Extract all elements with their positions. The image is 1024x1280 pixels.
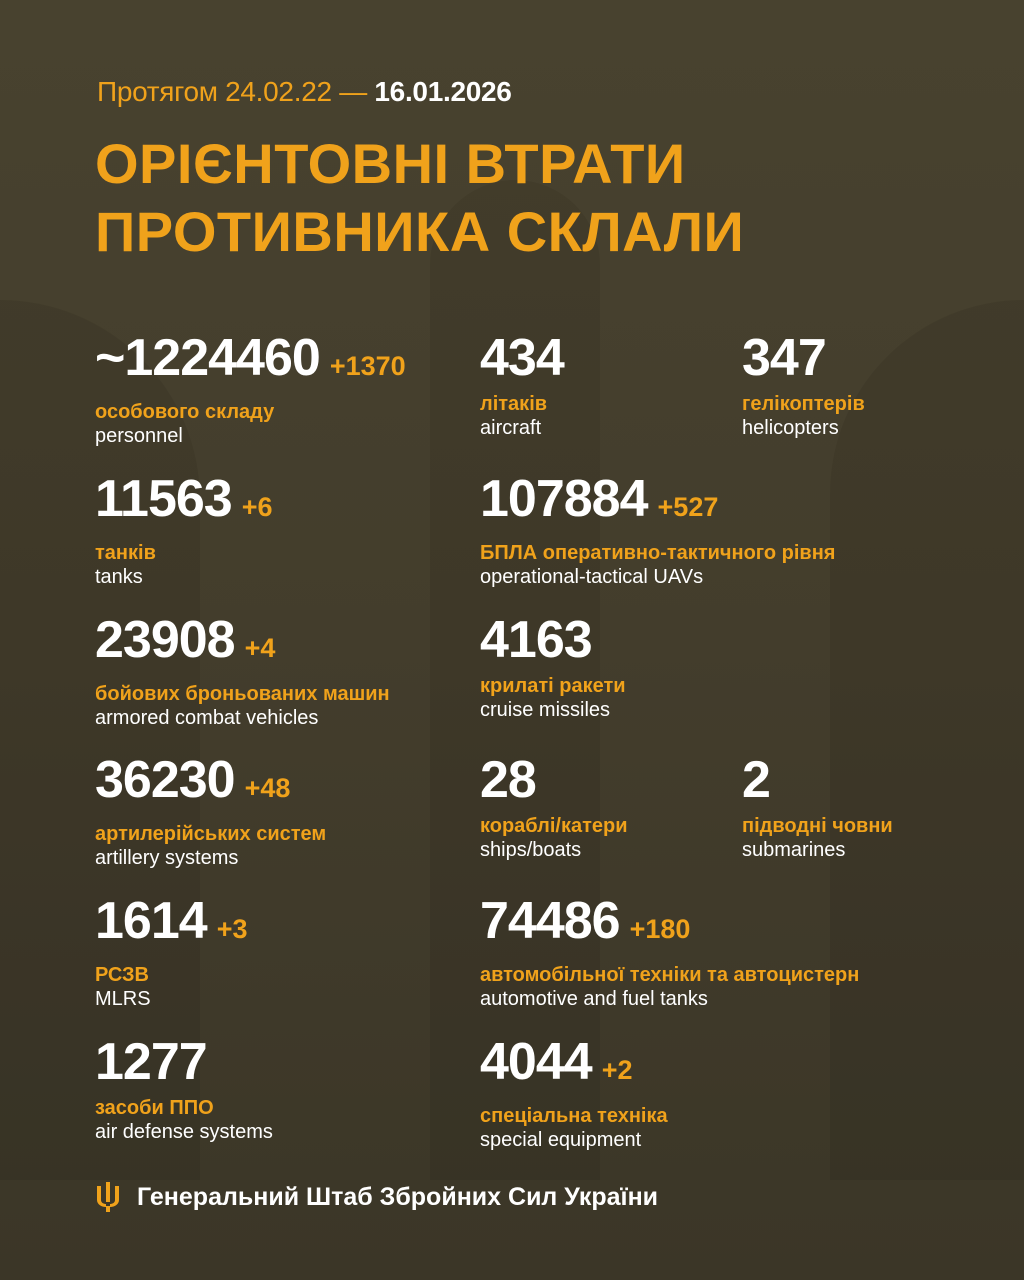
footer: Генеральний Штаб Збройних Сил України xyxy=(95,1182,658,1212)
stat-number: ~1224460 xyxy=(95,329,321,387)
stat-delta: +180 xyxy=(629,914,691,944)
stat-special-equipment: 4044 +2 спеціальна техніка special equipm… xyxy=(480,1034,668,1152)
stat-label-en: personnel xyxy=(95,425,183,447)
stat-value: 4163 xyxy=(480,612,626,668)
background-trident-shape xyxy=(0,300,200,1180)
stat-label-en: aircraft xyxy=(480,417,542,439)
stat-label-ua: засоби ППО xyxy=(95,1097,214,1119)
stat-delta: +527 xyxy=(657,492,719,522)
stat-label-ua: автомобільної техніки та автоцистерн xyxy=(480,964,860,986)
stat-artillery-systems: 36230 +48 артилерійських систем artillery… xyxy=(95,752,326,870)
stat-label-ua: бойових броньованих машин xyxy=(95,683,390,705)
period-start: Протягом 24.02.22 — xyxy=(97,76,367,107)
stat-number: 434 xyxy=(480,329,565,387)
page-title: ОРІЄНТОВНІ ВТРАТИ ПРОТИВНИКА СКЛАЛИ xyxy=(95,130,744,266)
stat-number: 4044 xyxy=(480,1033,593,1091)
stat-number: 4163 xyxy=(480,611,593,669)
stat-number: 107884 xyxy=(480,470,649,528)
background-trident-shape xyxy=(430,180,600,1180)
stat-number: 74486 xyxy=(480,892,621,950)
stat-value: 23908 +4 xyxy=(95,612,390,676)
stat-air-defense-systems: 1277 засоби ППО air defense systems xyxy=(95,1034,273,1144)
stat-label-ua: РСЗВ xyxy=(95,964,149,986)
stat-value: 2 xyxy=(742,752,893,808)
stat-delta: +1370 xyxy=(329,351,406,381)
stat-value: 1614 +3 xyxy=(95,893,247,957)
stat-number: 36230 xyxy=(95,751,236,809)
stat-delta: +2 xyxy=(601,1055,633,1085)
stat-delta: +3 xyxy=(216,914,248,944)
stat-label-en: air defense systems xyxy=(95,1121,273,1143)
stat-tanks: 11563 +6 танків tanks xyxy=(95,471,273,589)
stat-label-en: armored combat vehicles xyxy=(95,707,319,729)
stat-personnel: ~1224460 +1370 особового складу personnel xyxy=(95,330,406,448)
stat-mlrs: 1614 +3 РСЗВ MLRS xyxy=(95,893,247,1011)
stat-label-en: ships/boats xyxy=(480,839,582,861)
stat-ships-boats: 28 кораблі/катери ships/boats xyxy=(480,752,628,862)
title-line-2: ПРОТИВНИКА СКЛАЛИ xyxy=(95,200,745,263)
stat-number: 2 xyxy=(742,751,771,809)
stat-number: 11563 xyxy=(95,470,233,528)
period: Протягом 24.02.22 — 16.01.2026 xyxy=(97,76,512,108)
stat-helicopters: 347 гелікоптерів helicopters xyxy=(742,330,865,440)
stat-number: 1614 xyxy=(95,892,208,950)
stat-label-en: helicopters xyxy=(742,417,839,439)
footer-text: Генеральний Штаб Збройних Сил України xyxy=(137,1182,659,1211)
stat-delta: +48 xyxy=(244,773,291,803)
stat-label-en: artillery systems xyxy=(95,847,239,869)
stat-value: 28 xyxy=(480,752,628,808)
stat-armored-combat-vehicles: 23908 +4 бойових броньованих машин armore… xyxy=(95,612,390,730)
period-end: 16.01.2026 xyxy=(374,76,512,107)
stat-value: ~1224460 +1370 xyxy=(95,330,406,394)
stat-value: 74486 +180 xyxy=(480,893,859,957)
stat-automotive-and-fuel-tanks: 74486 +180 автомобільної техніки та автоц… xyxy=(480,893,859,1011)
stat-label-ua: особового складу xyxy=(95,401,275,423)
stat-number: 1277 xyxy=(95,1033,208,1091)
stat-value: 4044 +2 xyxy=(480,1034,668,1098)
stat-number: 347 xyxy=(742,329,827,387)
stat-label-ua: підводні човни xyxy=(742,815,893,837)
stat-value: 1277 xyxy=(95,1034,273,1090)
trident-icon xyxy=(97,1182,119,1212)
stat-label-en: operational-tactical UAVs xyxy=(480,566,704,588)
stat-label-ua: артилерійських систем xyxy=(95,823,327,845)
stat-label-ua: гелікоптерів xyxy=(742,393,865,415)
stat-number: 28 xyxy=(480,751,537,809)
stat-value: 11563 +6 xyxy=(95,471,273,535)
stat-label-en: special equipment xyxy=(480,1129,642,1151)
stat-label-ua: крилаті ракети xyxy=(480,675,626,697)
stat-label-ua: кораблі/катери xyxy=(480,815,628,837)
stat-submarines: 2 підводні човни submarines xyxy=(742,752,893,862)
stat-value: 347 xyxy=(742,330,865,386)
stat-cruise-missiles: 4163 крилаті ракети cruise missiles xyxy=(480,612,626,722)
stat-label-en: submarines xyxy=(742,839,846,861)
stat-aircraft: 434 літаків aircraft xyxy=(480,329,565,440)
stat-label-ua: літаків xyxy=(480,393,548,415)
stat-value: 434 xyxy=(480,329,565,387)
title-line-1: ОРІЄНТОВНІ ВТРАТИ xyxy=(95,132,686,195)
stat-label-en: automotive and fuel tanks xyxy=(480,988,708,1010)
stat-label-ua: БПЛА оперативно-тактичного рівня xyxy=(480,542,836,564)
stat-operational-tactical-uavs: 107884 +527 БПЛА оперативно-тактичного рі… xyxy=(480,471,835,589)
stat-delta: +6 xyxy=(241,492,273,522)
stat-value: 36230 +48 xyxy=(95,752,326,816)
stat-label-ua: танків xyxy=(95,542,156,564)
stat-label-en: cruise missiles xyxy=(480,699,611,721)
stat-value: 107884 +527 xyxy=(480,471,835,535)
stat-label-en: MLRS xyxy=(95,988,151,1010)
stat-label-ua: спеціальна техніка xyxy=(480,1105,668,1127)
stat-label-en: tanks xyxy=(95,566,143,588)
stat-delta: +4 xyxy=(244,633,276,663)
background-trident-shape xyxy=(830,300,1024,1180)
stat-number: 23908 xyxy=(95,611,236,669)
